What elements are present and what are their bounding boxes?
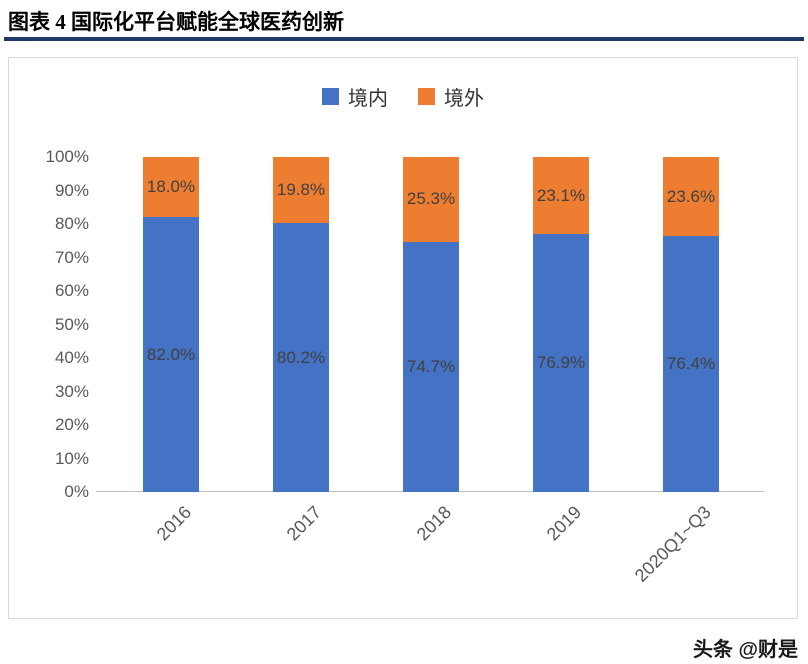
data-label: 23.6% [666, 186, 716, 206]
legend-label: 境外 [444, 88, 484, 110]
bar-segment-overseas: 19.8% [273, 157, 329, 224]
y-tick-label: 40% [54, 348, 89, 367]
data-label: 25.3% [406, 189, 456, 209]
bar-segment-overseas: 23.1% [533, 157, 589, 235]
title-underline [4, 37, 804, 41]
legend-swatch [322, 88, 339, 105]
watermark: 头条 @财是 [692, 639, 798, 661]
bar-segment-domestic: 82.0% [143, 217, 199, 492]
x-tick-label: 2017 [282, 502, 326, 545]
y-tick-label: 20% [54, 415, 89, 434]
data-label: 80.2% [276, 347, 326, 367]
y-tick-label: 0% [64, 482, 89, 501]
bar-segment-overseas: 23.6% [663, 157, 719, 237]
y-tick-label: 90% [54, 180, 89, 200]
data-label: 19.8% [276, 180, 326, 200]
bar-segment-domestic: 74.7% [403, 241, 459, 492]
data-label: 82.0% [146, 344, 196, 364]
x-tick-label: 2019 [542, 502, 586, 545]
data-label: 76.9% [536, 353, 586, 373]
plot-area: 82.0% 18.0% 80.2% 19.8% 74.7% 25.3% 76.9% 23.1%… [106, 157, 756, 492]
y-tick-label: 80% [54, 214, 89, 233]
bar-segment-domestic: 76.9% [533, 234, 589, 492]
legend-swatch [418, 88, 435, 105]
x-tick-label: 2018 [412, 502, 456, 545]
bar-segment-domestic: 80.2% [273, 223, 329, 492]
data-label: 76.4% [666, 354, 716, 374]
y-tick-label: 70% [54, 247, 89, 267]
y-tick-label: 10% [54, 448, 89, 468]
legend-label: 境内 [348, 88, 388, 110]
data-label: 74.7% [406, 356, 456, 376]
bar-segment-overseas: 25.3% [403, 157, 459, 242]
figure-title: 图表 4 国际化平台赋能全球医药创新 [8, 10, 344, 34]
legend-item-overseas: 境外 [418, 82, 484, 111]
y-tick-label: 100% [45, 147, 89, 166]
legend-item-domestic: 境内 [322, 82, 388, 111]
x-tick-label: 2016 [152, 502, 196, 545]
chart-legend: 境内 境外 [9, 82, 797, 111]
data-label: 18.0% [146, 177, 196, 197]
y-tick-label: 50% [54, 314, 89, 334]
bar-segment-domestic: 76.4% [663, 236, 719, 492]
y-tick-label: 30% [54, 381, 89, 401]
data-label: 23.1% [536, 185, 586, 205]
y-tick-label: 60% [54, 281, 89, 300]
bar-segment-overseas: 18.0% [143, 157, 199, 218]
chart: 境内 境外 0% 10% 20% 30% 40% 50% 60% 70% 80% 90% 100% 8… [8, 57, 798, 619]
x-tick-label: 2020Q1~Q3 [631, 502, 716, 586]
